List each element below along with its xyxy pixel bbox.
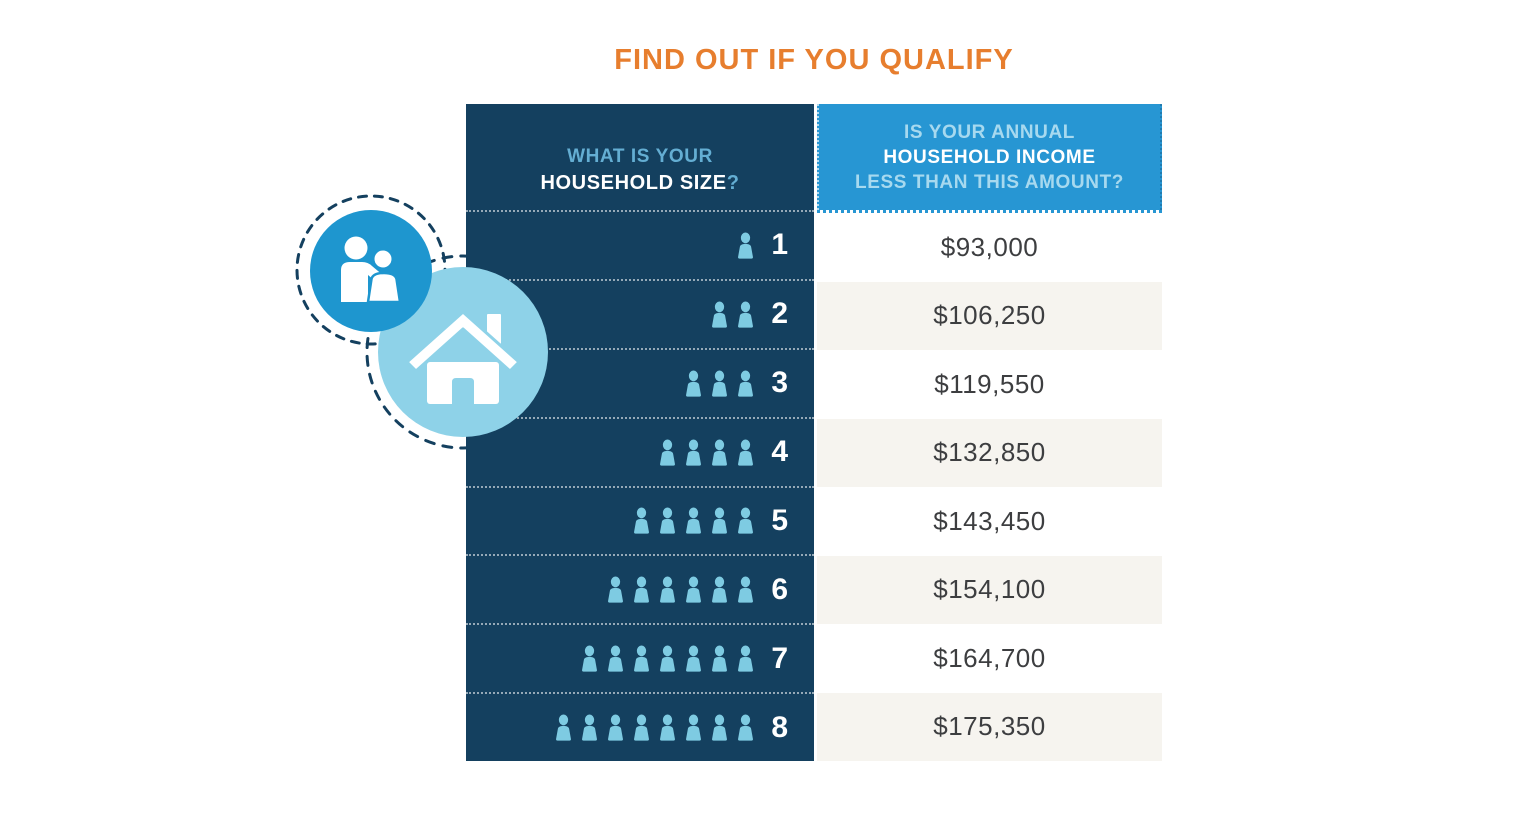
person-icon-group [553, 714, 756, 741]
person-icon [660, 714, 676, 741]
income-value: $154,100 [817, 555, 1162, 624]
house-circle [378, 267, 548, 437]
person-icon [738, 645, 754, 672]
income-value: $175,350 [817, 692, 1162, 761]
household-size-value: 6 [771, 572, 788, 606]
income-rows: $93,000 $106,250 $119,550 $132,850 $143,450 $… [817, 210, 1162, 761]
household-size-value: 5 [771, 503, 788, 537]
house-badge [378, 267, 548, 437]
header-text: HOUSEHOLD SIZE? [540, 172, 740, 194]
household-size-row: 8 [466, 692, 814, 761]
person-icon [634, 507, 650, 535]
person-icon-group [735, 232, 756, 259]
household-size-row: 5 [466, 485, 814, 555]
person-icon [660, 507, 676, 535]
income-value: $143,450 [817, 487, 1162, 556]
person-icon [608, 645, 624, 672]
income-value: $164,700 [817, 624, 1162, 693]
person-icon [582, 645, 598, 672]
people-badge [310, 210, 432, 332]
person-icon [738, 370, 754, 397]
person-icon [582, 714, 598, 741]
person-icon-group [631, 507, 756, 535]
household-size-row: 1 [466, 210, 814, 279]
person-icon [712, 576, 728, 603]
person-icon [712, 714, 728, 741]
household-size-header: WHAT IS YOUR HOUSEHOLD SIZE? [466, 104, 814, 210]
person-icon [556, 714, 572, 741]
person-icon [738, 439, 754, 466]
person-icon [686, 507, 702, 535]
household-size-rows: 1 2 3 4 5 6 7 8 [466, 210, 814, 761]
person-icon [738, 232, 754, 259]
person-icon [686, 645, 702, 672]
header-text: HOUSEHOLD INCOME [883, 146, 1096, 168]
header-text: WHAT IS YOUR [567, 146, 713, 167]
person-icon [712, 301, 728, 328]
income-column: IS YOUR ANNUAL HOUSEHOLD INCOME LESS THA… [817, 104, 1162, 761]
person-icon [660, 645, 676, 672]
person-icon-group [657, 439, 756, 466]
house-icon [405, 310, 521, 404]
household-size-value: 2 [771, 297, 788, 331]
household-size-value: 4 [771, 435, 788, 469]
person-icon [738, 507, 754, 535]
household-size-column: WHAT IS YOUR HOUSEHOLD SIZE? 1 2 3 4 5 6 7 8 [466, 104, 814, 761]
person-icon [686, 370, 702, 397]
person-icon [608, 714, 624, 741]
household-size-row: 6 [466, 554, 814, 623]
person-icon [660, 439, 676, 466]
income-header: IS YOUR ANNUAL HOUSEHOLD INCOME LESS THA… [817, 104, 1162, 210]
person-icon [686, 714, 702, 741]
person-icon [712, 439, 728, 466]
household-size-row: 7 [466, 623, 814, 692]
person-icon [738, 714, 754, 741]
person-icon [738, 301, 754, 328]
income-value: $119,550 [817, 350, 1162, 419]
person-icon [608, 576, 624, 603]
column-divider [814, 104, 817, 761]
person-icon [686, 439, 702, 466]
person-icon [738, 576, 754, 603]
question-mark: ? [726, 172, 740, 194]
person-icon [660, 576, 676, 603]
page-title: FIND OUT IF YOU QUALIFY [614, 44, 1014, 76]
household-size-row: 3 [466, 347, 814, 417]
household-size-row: 4 [466, 416, 814, 486]
household-size-value: 8 [771, 710, 788, 744]
person-icon-group [683, 370, 756, 397]
person-icon-group [579, 645, 756, 672]
header-text: IS YOUR ANNUAL [904, 121, 1075, 143]
person-icon [634, 645, 650, 672]
person-icon [634, 576, 650, 603]
two-people-icon [341, 236, 402, 304]
header-text: LESS THAN THIS AMOUNT? [855, 171, 1124, 193]
income-value: $106,250 [817, 281, 1162, 350]
person-icon-group [605, 576, 756, 603]
household-size-value: 7 [771, 641, 788, 675]
person-icon [634, 714, 650, 741]
person-icon [712, 370, 728, 397]
household-size-value: 1 [771, 228, 788, 262]
person-icon [712, 507, 728, 535]
household-size-row: 2 [466, 278, 814, 348]
qualification-table: WHAT IS YOUR HOUSEHOLD SIZE? 1 2 3 4 5 6 7 8 IS… [466, 104, 1162, 761]
person-icon [712, 645, 728, 672]
person-icon [686, 576, 702, 603]
person-icon-group [709, 301, 756, 328]
household-size-value: 3 [771, 366, 788, 400]
income-value: $132,850 [817, 418, 1162, 487]
income-value: $93,000 [817, 210, 1162, 282]
